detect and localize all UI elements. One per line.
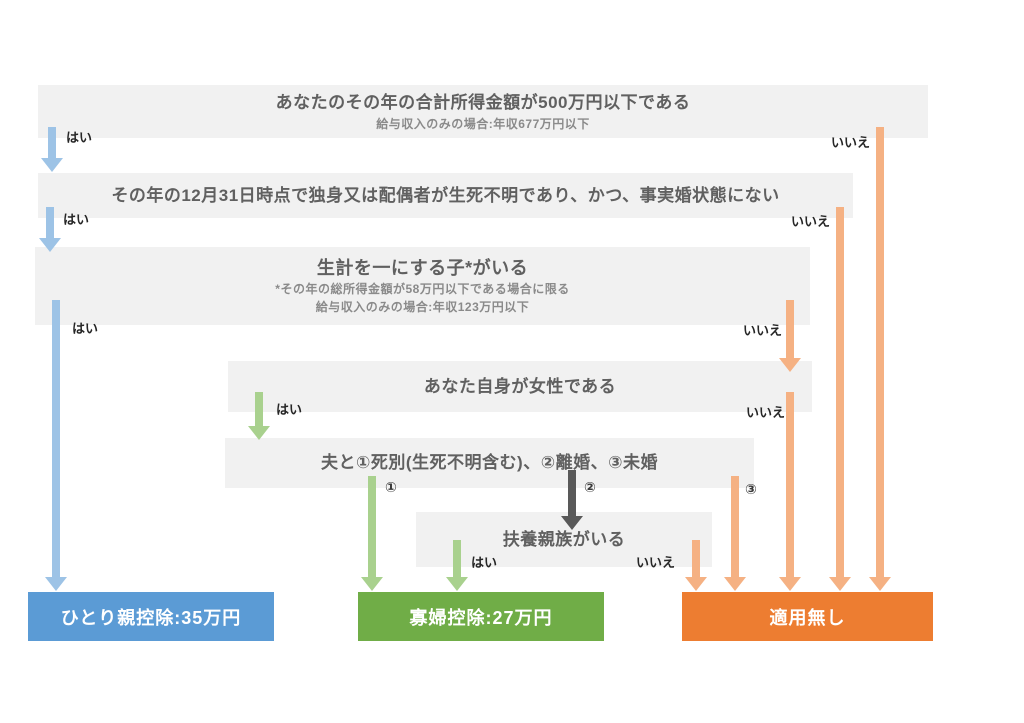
arrow-q5-option1 [361, 476, 383, 591]
edge-label-q5-option1: ① [385, 479, 397, 495]
edge-label-q5-option3: ③ [745, 481, 757, 497]
question-text: あなたのその年の合計所得金額が500万円以下である [275, 92, 691, 112]
arrow-q6-yes [446, 540, 468, 591]
arrow-q5-option3 [724, 476, 746, 591]
arrow-q3-yes [45, 300, 67, 591]
question-box-marital-status: その年の12月31日時点で独身又は配偶者が生死不明であり、かつ、事実婚状態にない [38, 173, 853, 218]
arrow-q2-yes [39, 207, 61, 252]
arrow-q1-no [869, 127, 891, 591]
edge-label-q3-yes: はい [72, 321, 99, 336]
edge-label-q3-no: いいえ [743, 323, 783, 338]
result-text: ひとり親控除:35万円 [60, 607, 242, 628]
edge-label-q6-yes: はい [471, 555, 498, 570]
edge-label-q4-no: いいえ [746, 405, 786, 420]
result-box-widow-deduction: 寡婦控除:27万円 [358, 592, 604, 641]
arrow-q5-option2 [561, 470, 583, 530]
question-box-income: あなたのその年の合計所得金額が500万円以下である 給与収入のみの場合:年収67… [38, 85, 928, 138]
result-box-no-deduction: 適用無し [682, 592, 933, 641]
question-box-child: 生計を一にする子*がいる *その年の総所得金額が58万円以下である場合に限る 給… [35, 247, 810, 325]
question-subtext: 給与収入のみの場合:年収677万円以下 [376, 116, 590, 131]
question-box-husband: 夫と①死別(生死不明含む)、②離婚、③未婚 [225, 438, 754, 488]
edge-label-q1-no: いいえ [831, 135, 871, 150]
arrow-q4-yes [248, 392, 270, 440]
result-box-single-parent-deduction: ひとり親控除:35万円 [28, 592, 274, 641]
question-text: 扶養親族がいる [502, 529, 626, 549]
edge-label-q2-no: いいえ [791, 214, 831, 229]
question-text: 夫と①死別(生死不明含む)、②離婚、③未婚 [320, 453, 658, 472]
result-text: 寡婦控除:27万円 [409, 607, 553, 628]
arrow-q4-no [779, 392, 801, 591]
edge-label-q5-option2: ② [584, 479, 596, 495]
question-text: その年の12月31日時点で独身又は配偶者が生死不明であり、かつ、事実婚状態にない [111, 185, 780, 205]
edge-label-q2-yes: はい [63, 212, 90, 227]
arrow-q2-no [829, 207, 851, 591]
question-subtext-1: *その年の総所得金額が58万円以下である場合に限る [275, 282, 570, 296]
question-subtext-2: 給与収入のみの場合:年収123万円以下 [315, 300, 530, 314]
arrow-q1-yes [41, 127, 63, 172]
question-text: 生計を一にする子*がいる [316, 258, 529, 278]
question-text: あなた自身が女性である [423, 376, 617, 396]
edge-label-q1-yes: はい [66, 130, 93, 145]
arrow-q3-no [779, 300, 801, 372]
arrow-q6-no [685, 540, 707, 591]
edge-label-q4-yes: はい [276, 402, 303, 417]
result-text: 適用無し [769, 607, 846, 628]
edge-label-q6-no: いいえ [636, 555, 676, 570]
question-box-female: あなた自身が女性である [228, 361, 812, 412]
